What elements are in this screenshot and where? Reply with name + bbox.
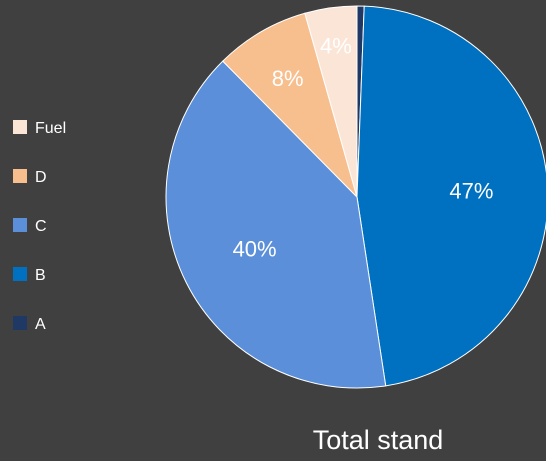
pie-slice-c (165, 60, 387, 389)
pie-slice-fuel (304, 5, 358, 198)
data-label-b: 47% (449, 179, 493, 204)
legend-label-fuel: Fuel (35, 120, 66, 137)
pie-slices (165, 5, 546, 389)
legend-label-c: C (35, 218, 47, 235)
pie-data-labels: 47% 40% 8% 4% (233, 34, 494, 262)
pie-slice-d (222, 12, 358, 198)
data-label-d: 8% (272, 66, 304, 91)
chart-legend: Fuel D C B A (13, 120, 66, 333)
legend-label-b: B (35, 267, 46, 284)
data-label-fuel: 4% (320, 34, 352, 59)
legend-swatch-b (13, 267, 27, 281)
legend-swatch-fuel (13, 120, 27, 134)
legend-swatch-c (13, 218, 27, 232)
legend-swatch-d (13, 169, 27, 183)
pie-slice-b (356, 5, 546, 387)
chart-title: Total stand (313, 425, 444, 455)
legend-swatch-a (13, 316, 27, 330)
data-label-c: 40% (233, 236, 277, 261)
legend-label-a: A (35, 316, 46, 333)
legend-label-d: D (35, 169, 47, 186)
